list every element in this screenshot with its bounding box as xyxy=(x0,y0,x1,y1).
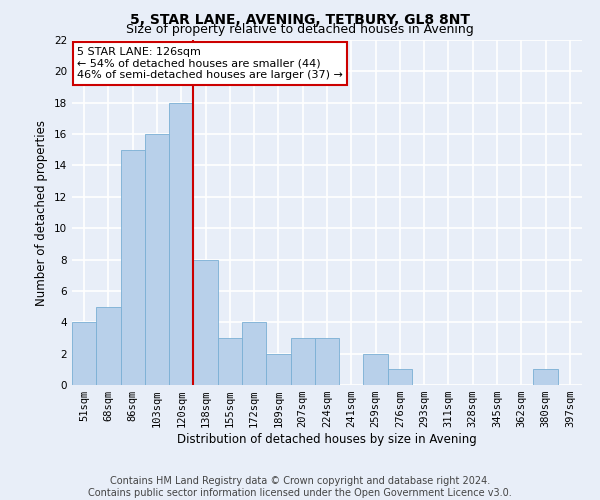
Text: 5, STAR LANE, AVENING, TETBURY, GL8 8NT: 5, STAR LANE, AVENING, TETBURY, GL8 8NT xyxy=(130,12,470,26)
X-axis label: Distribution of detached houses by size in Avening: Distribution of detached houses by size … xyxy=(177,433,477,446)
Bar xyxy=(218,338,242,385)
Bar xyxy=(96,306,121,385)
Bar xyxy=(315,338,339,385)
Bar xyxy=(121,150,145,385)
Bar xyxy=(242,322,266,385)
Bar xyxy=(72,322,96,385)
Text: 5 STAR LANE: 126sqm
← 54% of detached houses are smaller (44)
46% of semi-detach: 5 STAR LANE: 126sqm ← 54% of detached ho… xyxy=(77,47,343,80)
Text: Contains HM Land Registry data © Crown copyright and database right 2024.
Contai: Contains HM Land Registry data © Crown c… xyxy=(88,476,512,498)
Y-axis label: Number of detached properties: Number of detached properties xyxy=(35,120,49,306)
Bar xyxy=(193,260,218,385)
Text: Size of property relative to detached houses in Avening: Size of property relative to detached ho… xyxy=(126,22,474,36)
Bar xyxy=(290,338,315,385)
Bar xyxy=(533,370,558,385)
Bar xyxy=(145,134,169,385)
Bar xyxy=(266,354,290,385)
Bar xyxy=(388,370,412,385)
Bar xyxy=(364,354,388,385)
Bar xyxy=(169,102,193,385)
